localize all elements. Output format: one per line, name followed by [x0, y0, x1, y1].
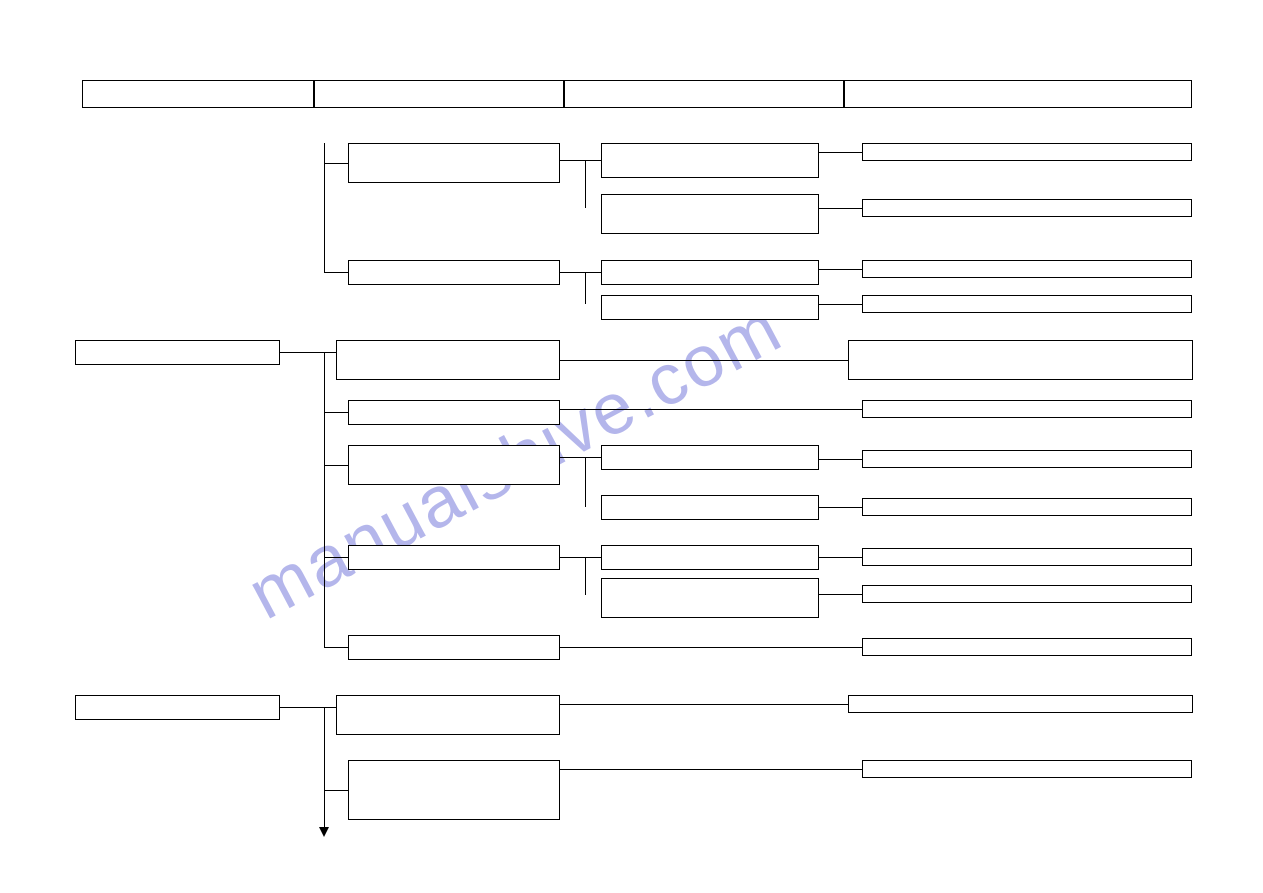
node-b4l [848, 695, 1193, 713]
connector-vline [585, 160, 586, 208]
header-cell-h3 [564, 80, 844, 108]
node-b3h [601, 578, 819, 618]
node-b2f [348, 545, 560, 570]
connector-hline [819, 152, 862, 153]
down-arrow-icon [319, 827, 329, 837]
connector-hline [324, 557, 348, 558]
connector-vline [324, 143, 325, 273]
node-b3f [601, 495, 819, 520]
node-b3a [601, 143, 819, 178]
node-b4k [862, 638, 1192, 656]
connector-vline [324, 707, 325, 827]
node-b4c [862, 260, 1192, 278]
connector-hline [324, 465, 348, 466]
node-b4m [862, 760, 1192, 778]
node-b4e [848, 340, 1193, 380]
node-b4i [862, 548, 1192, 566]
connector-hline [819, 304, 862, 305]
node-b2i [348, 760, 560, 820]
connector-hline [324, 412, 348, 413]
node-b3b [601, 194, 819, 234]
header-cell-h2 [314, 80, 564, 108]
node-b3e [601, 445, 819, 470]
connector-hline [560, 360, 848, 361]
node-b1a [75, 340, 280, 365]
connector-hline [560, 272, 601, 273]
connector-hline [560, 704, 848, 705]
node-b2d [348, 400, 560, 425]
connector-hline [324, 647, 348, 648]
node-b4h [862, 498, 1192, 516]
node-b3d [601, 295, 819, 320]
node-b4f [862, 400, 1192, 418]
node-b3g [601, 545, 819, 570]
connector-hline [560, 457, 601, 458]
node-b4b [862, 199, 1192, 217]
node-b4a [862, 143, 1192, 161]
connector-hline [324, 272, 348, 273]
connector-hline [280, 352, 336, 353]
node-b2g [348, 635, 560, 660]
header-cell-h1 [82, 80, 314, 108]
connector-hline [560, 557, 601, 558]
connector-hline [819, 459, 862, 460]
node-b4j [862, 585, 1192, 603]
connector-hline [560, 409, 862, 410]
node-b4g [862, 450, 1192, 468]
node-b2b [348, 260, 560, 285]
node-b1b [75, 695, 280, 720]
node-b2a [348, 143, 560, 183]
connector-hline [819, 557, 862, 558]
connector-vline [585, 557, 586, 595]
node-b4d [862, 295, 1192, 313]
connector-hline [324, 163, 348, 164]
connector-vline [585, 272, 586, 304]
connector-hline [280, 707, 336, 708]
node-b3c [601, 260, 819, 285]
connector-hline [819, 269, 862, 270]
connector-hline [819, 594, 862, 595]
connector-vline [324, 352, 325, 648]
header-cell-h4 [844, 80, 1192, 108]
node-b2c [336, 340, 560, 380]
connector-hline [560, 769, 862, 770]
connector-hline [560, 647, 862, 648]
connector-hline [560, 160, 601, 161]
connector-vline [585, 457, 586, 507]
connector-hline [819, 507, 862, 508]
connector-hline [819, 208, 862, 209]
connector-hline [324, 790, 348, 791]
node-b2h [336, 695, 560, 735]
node-b2e [348, 445, 560, 485]
